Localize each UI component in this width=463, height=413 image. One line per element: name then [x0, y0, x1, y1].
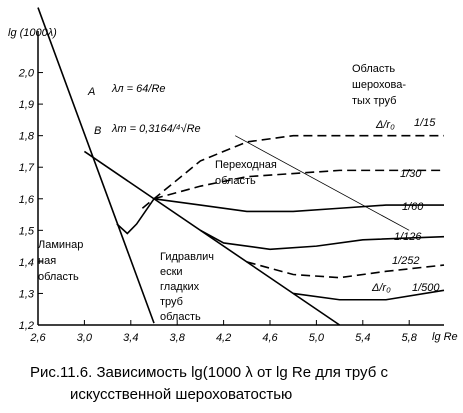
annotation: шерохова- [352, 79, 406, 91]
x-tick-label: 5,0 [309, 332, 325, 344]
series-label: 1/15 [414, 117, 436, 129]
y-tick-label: 1,8 [19, 131, 35, 143]
formula: λт = 0,3164/⁴√Re [111, 123, 201, 135]
series-label: A [87, 86, 95, 98]
series-line [153, 197, 444, 213]
y-tick-label: 1,4 [19, 257, 34, 269]
x-tick-label: 3,8 [170, 332, 186, 344]
series-line [153, 169, 444, 200]
x-tick-label: 5,8 [402, 332, 418, 344]
annotation: Δ/r₀ [375, 119, 395, 131]
annotation: ески [160, 266, 183, 278]
series-line [83, 150, 341, 326]
annotation: Переходная [215, 159, 277, 171]
series-label: 1/60 [402, 201, 424, 213]
annotation: Гидравлич [160, 251, 214, 263]
series-label: 1/126 [394, 231, 422, 243]
series-line [246, 261, 445, 279]
annotation: Область [352, 63, 395, 75]
series-line [293, 289, 445, 301]
series-line [235, 135, 410, 231]
annotation: область [160, 311, 201, 323]
annotation: область [215, 175, 256, 187]
x-tick-label: 5,4 [355, 332, 370, 344]
series-line [200, 229, 445, 251]
x-tick-label: 2,6 [29, 332, 46, 344]
annotation: Ламинар [38, 239, 83, 251]
annotation: область [38, 271, 79, 283]
x-tick-label: 3,4 [123, 332, 138, 344]
caption: искусственной шероховатостью [70, 386, 292, 403]
y-tick-label: 1,7 [19, 162, 35, 174]
series-label: 1/252 [392, 255, 420, 267]
y-tick-label: 2,0 [18, 68, 35, 80]
series-line [141, 134, 444, 209]
series-line [37, 7, 155, 324]
series-label: 1/500 [412, 282, 440, 294]
y-tick-label: 1,2 [19, 320, 34, 332]
annotation: Δ/r₀ [371, 282, 391, 294]
annotation: гладких [160, 281, 200, 293]
series-label: B [94, 125, 101, 137]
annotation: ная [38, 255, 56, 267]
y-tick-label: 1,5 [19, 225, 35, 237]
y-tick-label: 1,3 [19, 288, 35, 300]
series-line [116, 198, 155, 235]
caption: Рис.11.6. Зависимость lg(1000 λ от lg Re… [30, 364, 388, 381]
annotation: труб [160, 296, 183, 308]
y-tick-label: 1,9 [19, 99, 34, 111]
x-tick-label: 4,6 [262, 332, 278, 344]
formula: λл = 64/Re [111, 83, 166, 95]
annotation: тых труб [352, 95, 396, 107]
x-tick-label: 4,2 [216, 332, 231, 344]
x-axis-label: lg Re [432, 331, 458, 343]
x-tick-label: 3,0 [77, 332, 93, 344]
y-axis-label: lg (1000λ) [8, 27, 57, 39]
y-tick-label: 1,6 [19, 194, 35, 206]
